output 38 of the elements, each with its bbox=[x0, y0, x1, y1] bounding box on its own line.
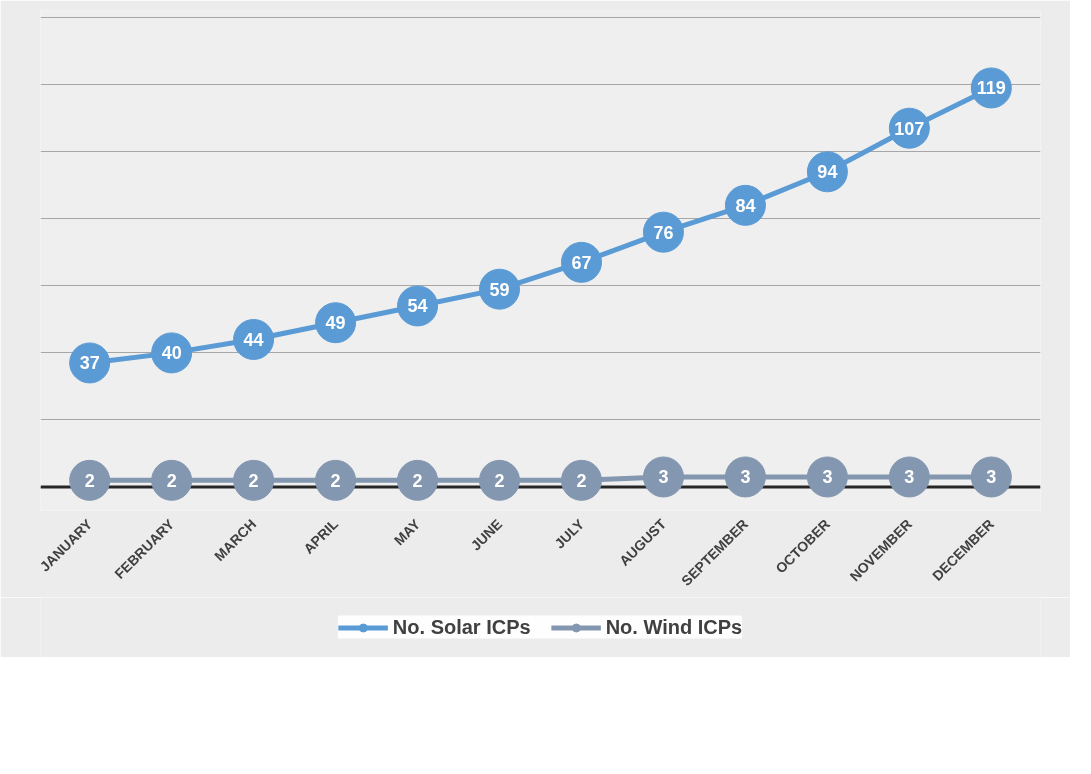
data-label: 40 bbox=[161, 343, 182, 364]
data-label: 44 bbox=[243, 329, 264, 350]
point bbox=[806, 456, 848, 498]
point bbox=[397, 459, 439, 501]
data-label: 2 bbox=[330, 470, 341, 491]
data-label: 49 bbox=[325, 313, 346, 334]
data-label: 54 bbox=[407, 296, 428, 317]
data-label: 3 bbox=[822, 467, 833, 488]
point bbox=[315, 459, 357, 501]
data-label: 3 bbox=[740, 467, 751, 488]
data-label: 94 bbox=[817, 162, 838, 183]
data-label: 2 bbox=[166, 470, 177, 491]
data-label: 2 bbox=[576, 470, 587, 491]
data-label: 84 bbox=[735, 195, 756, 216]
data-label: 37 bbox=[79, 353, 100, 374]
legend-label: No. Wind ICPs bbox=[605, 615, 743, 639]
data-label: 119 bbox=[976, 78, 1006, 99]
point bbox=[970, 456, 1012, 498]
point bbox=[479, 459, 521, 501]
data-label: 107 bbox=[894, 118, 925, 139]
data-label: 3 bbox=[986, 467, 997, 488]
point bbox=[69, 459, 111, 501]
data-label: 2 bbox=[84, 470, 95, 491]
point bbox=[560, 459, 602, 501]
data-label: 67 bbox=[571, 252, 592, 273]
data-label: 3 bbox=[904, 467, 915, 488]
legend-label: No. Solar ICPs bbox=[392, 615, 531, 639]
point bbox=[233, 459, 275, 501]
point bbox=[642, 456, 684, 498]
data-label: 76 bbox=[653, 222, 674, 243]
data-label: 3 bbox=[658, 467, 669, 488]
point bbox=[888, 456, 930, 498]
data-label: 59 bbox=[489, 279, 510, 300]
point bbox=[724, 456, 766, 498]
data-label: 2 bbox=[248, 470, 259, 491]
data-label: 2 bbox=[494, 470, 505, 491]
point bbox=[151, 459, 193, 501]
data-label: 2 bbox=[412, 470, 423, 491]
